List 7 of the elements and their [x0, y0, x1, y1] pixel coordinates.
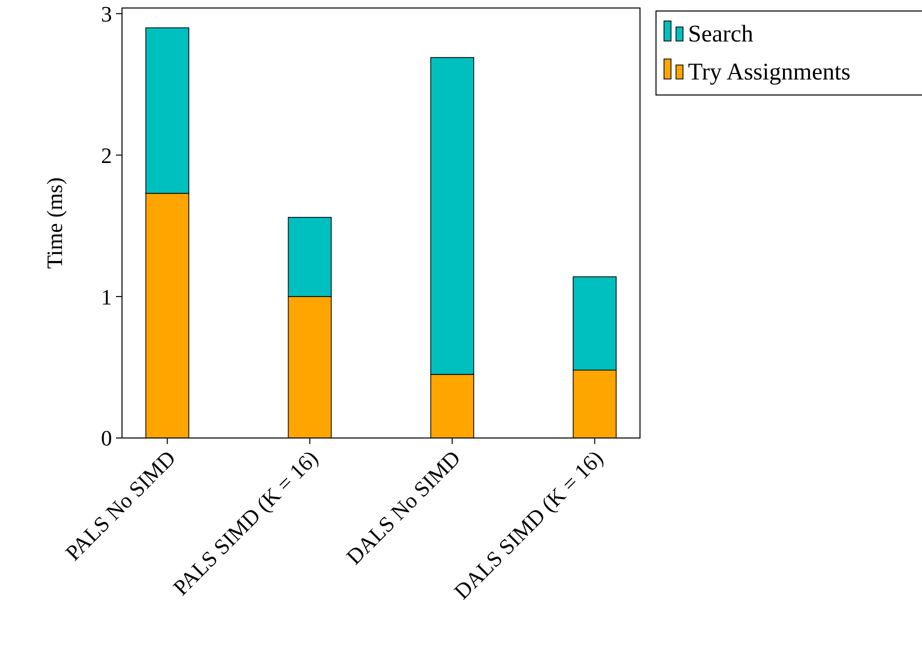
- y-tick-label: 2: [101, 142, 112, 168]
- y-tick-label: 3: [101, 1, 112, 26]
- legend-label: Search: [688, 21, 754, 48]
- legend-label: Try Assignments: [688, 59, 850, 86]
- y-tick-label: 0: [101, 426, 112, 451]
- y-axis-title: Time (ms): [42, 177, 67, 269]
- y-tick-label: 1: [101, 284, 112, 310]
